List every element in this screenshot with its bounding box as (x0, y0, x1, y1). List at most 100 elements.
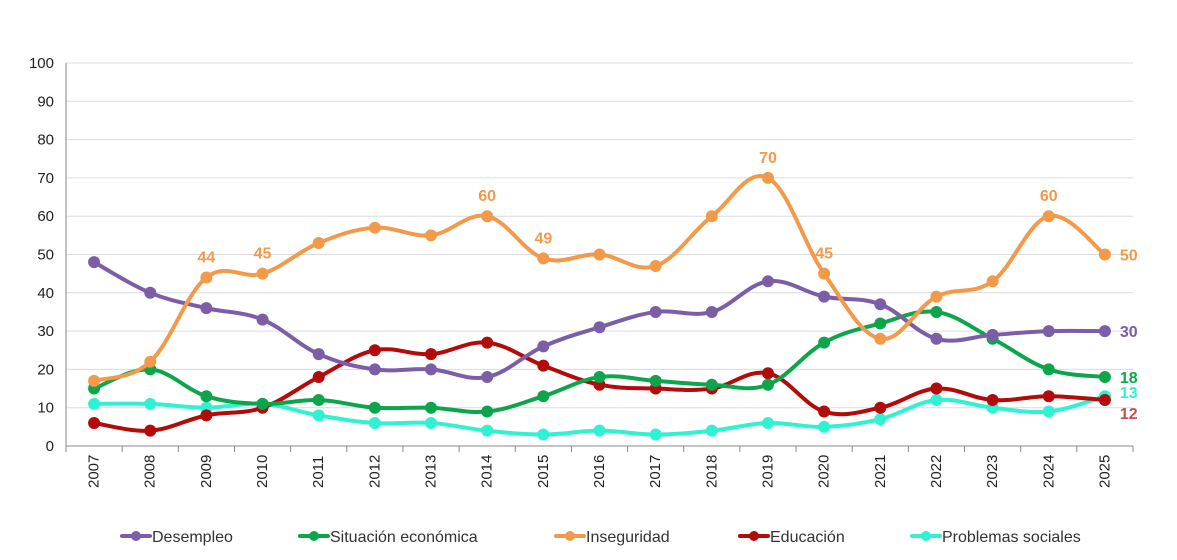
data-point (874, 298, 887, 311)
data-point (818, 405, 831, 418)
data-point (1042, 363, 1055, 376)
data-label: 44 (197, 249, 215, 266)
data-point (1098, 371, 1111, 384)
legend-item: Desempleo (120, 529, 233, 546)
x-tick-label: 2021 (872, 455, 889, 488)
y-tick-label: 10 (37, 400, 54, 417)
x-tick-label: 2009 (198, 455, 215, 488)
y-tick-label: 50 (37, 247, 54, 264)
data-point (200, 409, 213, 422)
data-point (312, 371, 325, 384)
data-point (593, 248, 606, 261)
data-point (705, 305, 718, 318)
data-point (761, 367, 774, 380)
data-point (312, 409, 325, 422)
data-point (144, 286, 157, 299)
data-point (368, 221, 381, 234)
legend-swatch-marker (565, 531, 575, 541)
x-tick-label: 2019 (759, 455, 776, 488)
data-point (425, 417, 438, 430)
data-point (930, 305, 943, 318)
data-point (649, 374, 662, 387)
data-point (930, 290, 943, 303)
data-point (1042, 210, 1055, 223)
x-tick-label: 2022 (928, 455, 945, 488)
data-point (818, 336, 831, 349)
legend-swatch-marker (749, 531, 759, 541)
data-label: 45 (815, 246, 833, 263)
data-point (537, 252, 550, 265)
data-point (649, 305, 662, 318)
data-point (986, 394, 999, 407)
data-label: 18 (1120, 370, 1138, 387)
data-point (986, 328, 999, 341)
data-point (986, 275, 999, 288)
legend-label: Inseguridad (586, 529, 670, 546)
data-point (368, 344, 381, 357)
data-point (481, 424, 494, 437)
y-tick-label: 80 (37, 132, 54, 149)
x-tick-label: 2011 (310, 456, 327, 488)
data-point (144, 424, 157, 437)
x-tick-label: 2017 (647, 455, 664, 488)
data-point (1042, 325, 1055, 338)
data-point (930, 394, 943, 407)
data-point (200, 302, 213, 315)
x-tick-label: 2008 (142, 455, 159, 488)
legend-item: Inseguridad (554, 529, 670, 546)
data-point (256, 397, 269, 410)
data-point (144, 397, 157, 410)
x-tick-label: 2013 (423, 455, 440, 488)
data-point (874, 332, 887, 345)
legend-label: Educación (770, 529, 845, 546)
data-point (368, 417, 381, 430)
data-point (818, 267, 831, 280)
y-tick-label: 60 (37, 208, 54, 225)
legend-item: Problemas sociales (910, 529, 1081, 546)
data-point (88, 397, 101, 410)
legend-label: Problemas sociales (942, 529, 1081, 546)
data-point (874, 413, 887, 426)
legend-label: Situación económica (330, 529, 478, 546)
data-point (425, 229, 438, 242)
data-point (930, 382, 943, 395)
data-point (88, 256, 101, 269)
data-point (761, 378, 774, 391)
data-point (481, 336, 494, 349)
data-point (1042, 390, 1055, 403)
data-point (481, 371, 494, 384)
y-tick-label: 0 (46, 438, 54, 455)
data-point (537, 359, 550, 372)
data-label: 50 (1120, 248, 1138, 265)
data-point (818, 290, 831, 303)
data-point (761, 275, 774, 288)
y-tick-label: 40 (37, 285, 54, 302)
data-point (368, 401, 381, 414)
y-tick-label: 90 (37, 93, 54, 110)
data-point (256, 313, 269, 326)
data-point (818, 420, 831, 433)
data-point (705, 378, 718, 391)
data-point (481, 405, 494, 418)
data-point (874, 317, 887, 330)
series-group (88, 171, 1111, 441)
data-point (312, 348, 325, 361)
series-line (92, 174, 1107, 383)
axes: 0 10 20 30 40 50 60 70 80 90 100 2007 2008 2009 2010 20… (29, 55, 1134, 488)
legend-swatch-marker (131, 531, 141, 541)
y-tick-label: 70 (37, 170, 54, 187)
data-point (481, 210, 494, 223)
y-tick-label: 100 (29, 55, 54, 72)
data-point (144, 355, 157, 368)
grid-lines (66, 62, 1133, 409)
legend-item: Situación económica (298, 529, 478, 546)
data-point (1098, 248, 1111, 261)
data-point (593, 321, 606, 334)
data-point (761, 171, 774, 184)
x-tick-label: 2025 (1096, 455, 1113, 488)
data-point (256, 267, 269, 280)
data-point (874, 401, 887, 414)
data-point (312, 394, 325, 407)
series-line (92, 260, 1107, 380)
